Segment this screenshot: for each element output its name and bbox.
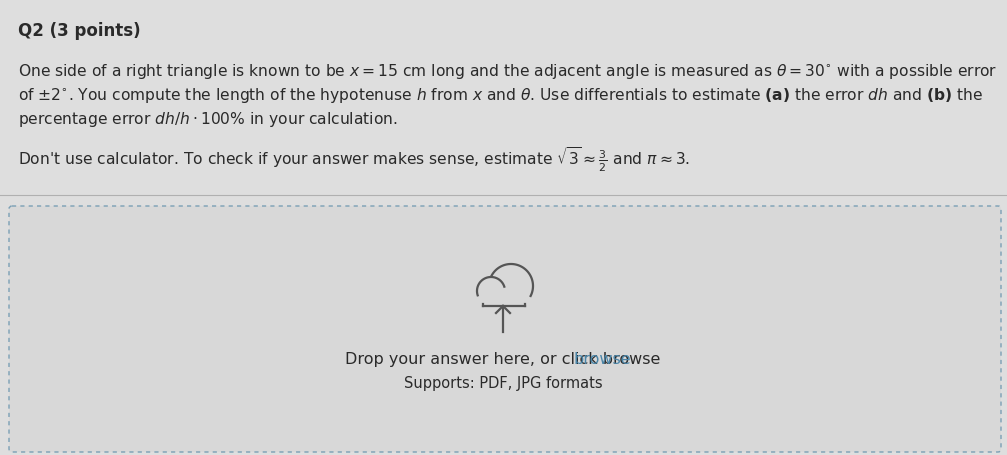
Text: One side of a right triangle is known to be $x = 15$ cm long and the adjacent an: One side of a right triangle is known to… [18,62,997,81]
Text: Don't use calculator. To check if your answer makes sense, estimate $\sqrt{3} \a: Don't use calculator. To check if your a… [18,146,690,174]
Text: Drop your answer here, or click browse: Drop your answer here, or click browse [345,351,661,366]
Text: browse: browse [573,351,631,366]
FancyBboxPatch shape [9,207,1001,452]
Text: Supports: PDF, JPG formats: Supports: PDF, JPG formats [404,375,602,390]
Text: Q2 (3 points): Q2 (3 points) [18,22,141,40]
Text: of $\pm 2^{\circ}$. You compute the length of the hypotenuse $h$ from $x$ and $\: of $\pm 2^{\circ}$. You compute the leng… [18,86,983,105]
Text: percentage error $\mathit{dh/h}\cdot 100\%$ in your calculation.: percentage error $\mathit{dh/h}\cdot 100… [18,110,398,129]
